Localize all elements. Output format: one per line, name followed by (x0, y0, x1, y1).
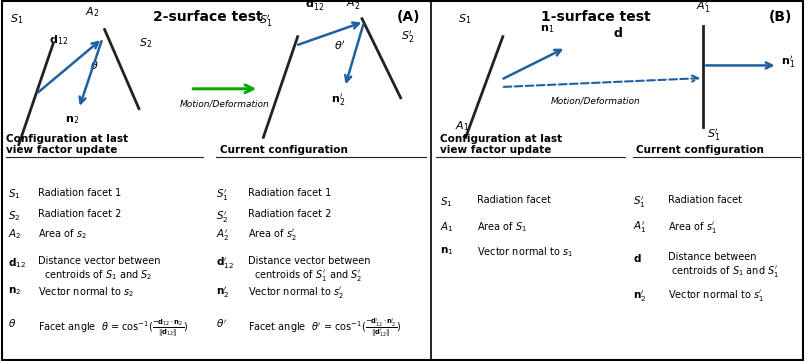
Text: $S_1'$: $S_1'$ (259, 13, 272, 30)
Text: $S_2$: $S_2$ (139, 37, 152, 51)
Text: $\mathbf{d}_{12}$: $\mathbf{d}_{12}$ (49, 34, 68, 47)
Text: Distance vector between
  centroids of $S_1$ and $S_2$: Distance vector between centroids of $S_… (38, 256, 160, 282)
Text: 2-surface test: 2-surface test (153, 10, 262, 24)
Text: $A_1'$: $A_1'$ (633, 220, 646, 235)
Text: $\mathbf{n}_2$: $\mathbf{n}_2$ (8, 285, 22, 297)
Text: $\mathbf{n}_2'$: $\mathbf{n}_2'$ (216, 285, 229, 300)
Text: $\mathbf{d}_{12}'$: $\mathbf{d}_{12}'$ (216, 256, 234, 271)
Text: $A_2$: $A_2$ (85, 5, 99, 19)
Text: Area of $S_1$: Area of $S_1$ (477, 220, 526, 234)
Text: $\mathbf{d}$: $\mathbf{d}$ (633, 252, 642, 264)
Text: Facet angle  $\theta'$ = cos$^{-1}$($\frac{-\mathbf{d}_{12}' \cdot \mathbf{n}_2': Facet angle $\theta'$ = cos$^{-1}$($\fra… (248, 317, 402, 340)
Text: $S_2$: $S_2$ (8, 209, 20, 223)
Text: $\theta$: $\theta$ (89, 60, 98, 71)
Text: Distance vector between
  centroids of $S_1'$ and $S_2'$: Distance vector between centroids of $S_… (248, 256, 371, 283)
Text: $\mathbf{n}_2'$: $\mathbf{n}_2'$ (633, 288, 646, 304)
Text: $S_1'$: $S_1'$ (633, 195, 646, 210)
Text: Distance between
 centroids of $S_1$ and $S_1'$: Distance between centroids of $S_1$ and … (668, 252, 779, 279)
Text: $\mathbf{n}_1'$: $\mathbf{n}_1'$ (781, 54, 795, 70)
Text: $\mathbf{n}_2'$: $\mathbf{n}_2'$ (332, 92, 345, 108)
Text: $A_1$: $A_1$ (455, 119, 469, 133)
Text: $\theta'$: $\theta'$ (334, 39, 345, 52)
Text: Area of $s_2$: Area of $s_2$ (38, 227, 87, 241)
Text: Radiation facet 1: Radiation facet 1 (38, 188, 122, 198)
Text: $S_2'$: $S_2'$ (216, 209, 229, 225)
Text: Vector normal to $s_1$: Vector normal to $s_1$ (477, 245, 572, 259)
Text: $S_1'$: $S_1'$ (707, 127, 720, 143)
Text: $S_2'$: $S_2'$ (401, 30, 414, 45)
Text: $A_1$: $A_1$ (440, 220, 453, 234)
Text: Facet angle  $\theta$ = cos$^{-1}$($\frac{-\mathbf{d}_{12} \cdot \mathbf{n}_2}{\: Facet angle $\theta$ = cos$^{-1}$($\frac… (38, 317, 188, 339)
Text: Current configuration: Current configuration (637, 145, 764, 155)
Text: $\mathbf{d}_{12}$: $\mathbf{d}_{12}$ (8, 256, 26, 270)
Text: Radiation facet 1: Radiation facet 1 (248, 188, 332, 198)
Text: $A_2'$: $A_2'$ (346, 0, 361, 12)
Text: $S_1$: $S_1$ (458, 12, 472, 26)
Text: Vector normal to $s_2'$: Vector normal to $s_2'$ (248, 285, 345, 300)
Text: $A_1'$: $A_1'$ (696, 0, 710, 15)
Text: 1-surface test: 1-surface test (541, 10, 650, 24)
Text: Current configuration: Current configuration (221, 145, 349, 155)
Text: $A_2$: $A_2$ (8, 227, 22, 241)
Text: $\mathbf{n}_1$: $\mathbf{n}_1$ (440, 245, 453, 257)
Text: $\mathbf{n}_2$: $\mathbf{n}_2$ (65, 114, 80, 126)
Text: $S_1$: $S_1$ (440, 195, 452, 209)
Text: $\theta'$: $\theta'$ (216, 317, 227, 330)
Text: $A_2'$: $A_2'$ (216, 227, 229, 243)
Text: Area of $s_2'$: Area of $s_2'$ (248, 227, 297, 242)
Text: Radiation facet 2: Radiation facet 2 (248, 209, 332, 219)
Text: Radiation facet: Radiation facet (477, 195, 551, 205)
Text: Vector normal to $s_2$: Vector normal to $s_2$ (38, 285, 134, 299)
Text: $S_1'$: $S_1'$ (216, 188, 229, 203)
Text: Radiation facet 2: Radiation facet 2 (38, 209, 122, 219)
Text: (A): (A) (396, 10, 420, 24)
Text: Motion/Deformation: Motion/Deformation (180, 100, 270, 109)
Text: $S_1$: $S_1$ (10, 12, 23, 26)
Text: $\mathbf{d}_{12}'$: $\mathbf{d}_{12}'$ (305, 0, 324, 13)
Text: $S_1$: $S_1$ (8, 188, 21, 201)
Text: (B): (B) (769, 10, 792, 24)
Text: $\theta$: $\theta$ (8, 317, 16, 329)
Text: Configuration at last
view factor update: Configuration at last view factor update (440, 134, 562, 155)
Text: Radiation facet: Radiation facet (668, 195, 742, 205)
Text: Motion/Deformation: Motion/Deformation (551, 96, 641, 105)
Text: Vector normal to $s_1'$: Vector normal to $s_1'$ (668, 288, 764, 303)
Text: Area of $s_1'$: Area of $s_1'$ (668, 220, 717, 235)
Text: $\mathbf{n}_1$: $\mathbf{n}_1$ (540, 23, 555, 35)
Text: Configuration at last
view factor update: Configuration at last view factor update (6, 134, 128, 155)
Text: $\mathbf{d}$: $\mathbf{d}$ (613, 26, 623, 40)
